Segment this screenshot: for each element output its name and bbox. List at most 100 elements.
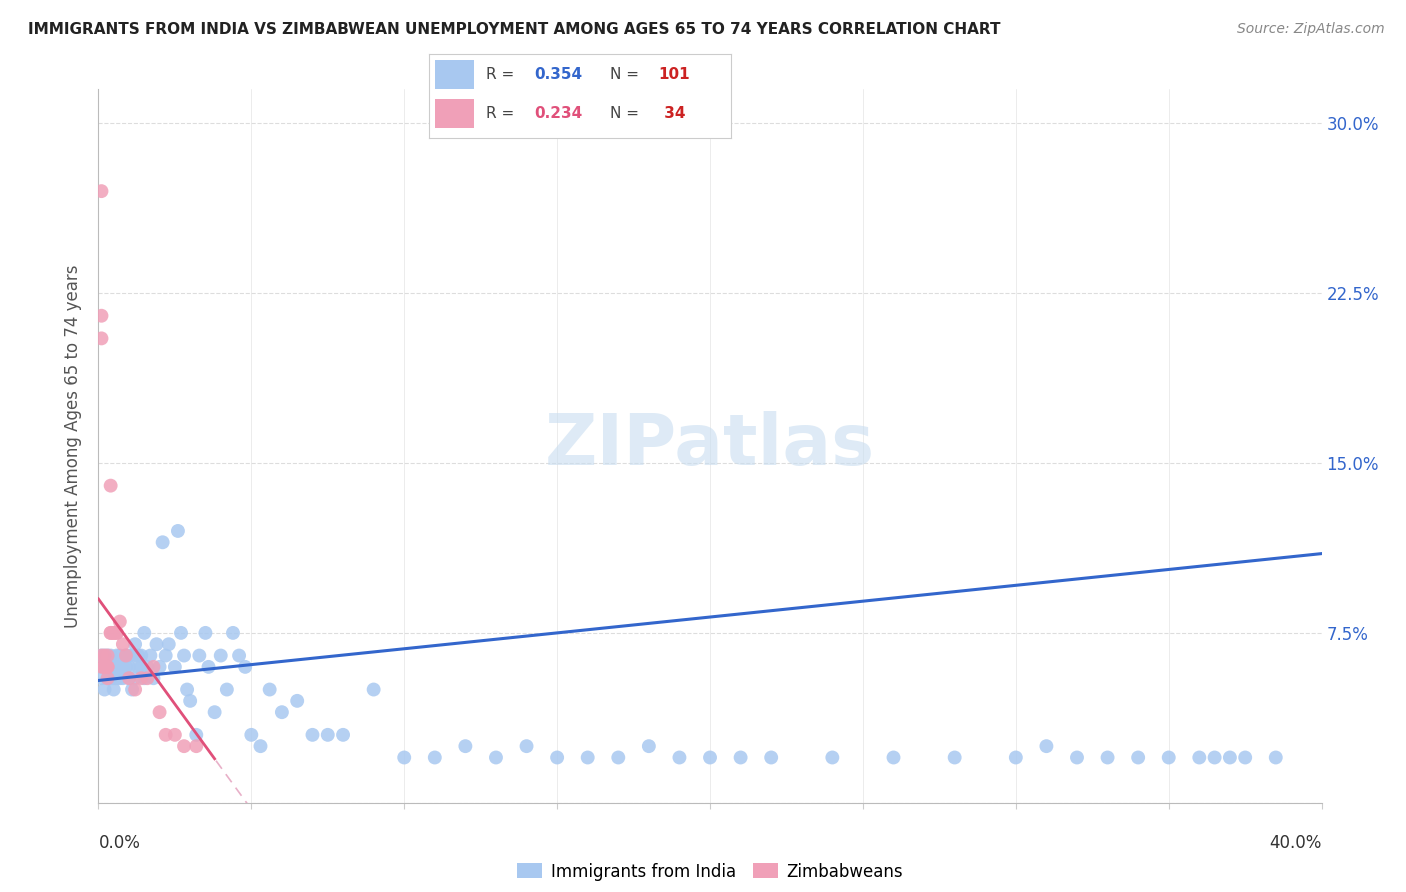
Point <box>100 626 122 640</box>
Point <box>124 682 146 697</box>
Point <box>108 660 131 674</box>
Point <box>105 660 128 674</box>
Text: 101: 101 <box>658 67 690 82</box>
Point <box>93 682 115 697</box>
Point <box>118 671 141 685</box>
Point <box>485 750 508 764</box>
Point <box>90 648 112 663</box>
Point <box>215 682 238 697</box>
Point <box>118 660 141 674</box>
Point <box>118 671 141 685</box>
Point <box>186 728 208 742</box>
Point <box>149 705 172 719</box>
Point <box>576 750 599 764</box>
Point <box>136 660 159 674</box>
Point <box>546 750 568 764</box>
Point <box>105 648 128 663</box>
Point <box>127 648 149 663</box>
Point <box>134 671 156 685</box>
Point <box>108 648 131 663</box>
Text: 40.0%: 40.0% <box>1270 834 1322 852</box>
Point <box>111 660 134 674</box>
Point <box>516 739 538 754</box>
Point <box>124 671 146 685</box>
Point <box>115 648 138 663</box>
Point <box>155 728 177 742</box>
Point <box>103 660 125 674</box>
Point <box>1128 750 1150 764</box>
Point <box>129 671 152 685</box>
Point <box>134 626 156 640</box>
Point <box>124 637 146 651</box>
Text: 0.0%: 0.0% <box>98 834 141 852</box>
Point <box>730 750 752 764</box>
Point <box>173 739 195 754</box>
Point <box>93 648 115 663</box>
Point <box>1219 750 1241 764</box>
Point <box>93 660 115 674</box>
Point <box>607 750 630 764</box>
Point <box>103 626 125 640</box>
Point <box>1097 750 1119 764</box>
Point <box>97 660 120 674</box>
Point <box>105 626 128 640</box>
Text: 0.234: 0.234 <box>534 106 583 121</box>
Bar <box>434 99 474 128</box>
Point <box>167 524 190 538</box>
Point <box>270 705 292 719</box>
Point <box>90 648 112 663</box>
Text: IMMIGRANTS FROM INDIA VS ZIMBABWEAN UNEMPLOYMENT AMONG AGES 65 TO 74 YEARS CORRE: IMMIGRANTS FROM INDIA VS ZIMBABWEAN UNEM… <box>28 22 1001 37</box>
Point <box>111 637 134 651</box>
Point <box>93 660 115 674</box>
Point <box>108 615 131 629</box>
Point <box>883 750 905 764</box>
Text: N =: N = <box>610 67 644 82</box>
Point <box>392 750 416 764</box>
Point <box>249 739 271 754</box>
Point <box>759 750 782 764</box>
Point <box>454 739 477 754</box>
Point <box>179 694 201 708</box>
Point <box>209 648 232 663</box>
Point <box>145 637 167 651</box>
Point <box>97 660 120 674</box>
Point <box>204 705 226 719</box>
Point <box>173 648 195 663</box>
Point <box>90 671 112 685</box>
Point <box>93 660 115 674</box>
Point <box>97 671 120 685</box>
Point <box>111 660 134 674</box>
Point <box>97 648 120 663</box>
Point <box>121 682 143 697</box>
Text: ZIPatlas: ZIPatlas <box>546 411 875 481</box>
Point <box>103 626 125 640</box>
Point <box>103 671 125 685</box>
Point <box>105 671 128 685</box>
Point <box>176 682 198 697</box>
Point <box>100 660 122 674</box>
Text: 34: 34 <box>658 106 685 121</box>
Point <box>136 671 159 685</box>
Point <box>188 648 211 663</box>
Point <box>1234 750 1257 764</box>
Text: 0.354: 0.354 <box>534 67 582 82</box>
Text: Source: ZipAtlas.com: Source: ZipAtlas.com <box>1237 22 1385 37</box>
Point <box>228 648 250 663</box>
Point <box>93 660 115 674</box>
Point <box>118 648 141 663</box>
Point <box>1066 750 1088 764</box>
Legend: Immigrants from India, Zimbabweans: Immigrants from India, Zimbabweans <box>510 856 910 888</box>
Point <box>129 660 152 674</box>
Point <box>1035 739 1057 754</box>
Point <box>821 750 844 764</box>
Point <box>186 739 208 754</box>
Point <box>699 750 721 764</box>
Point <box>97 671 120 685</box>
Y-axis label: Unemployment Among Ages 65 to 74 years: Unemployment Among Ages 65 to 74 years <box>65 264 83 628</box>
Point <box>93 660 115 674</box>
Point <box>127 660 149 674</box>
Point <box>152 535 174 549</box>
Point <box>97 660 120 674</box>
Point <box>423 750 446 764</box>
Point <box>163 660 186 674</box>
